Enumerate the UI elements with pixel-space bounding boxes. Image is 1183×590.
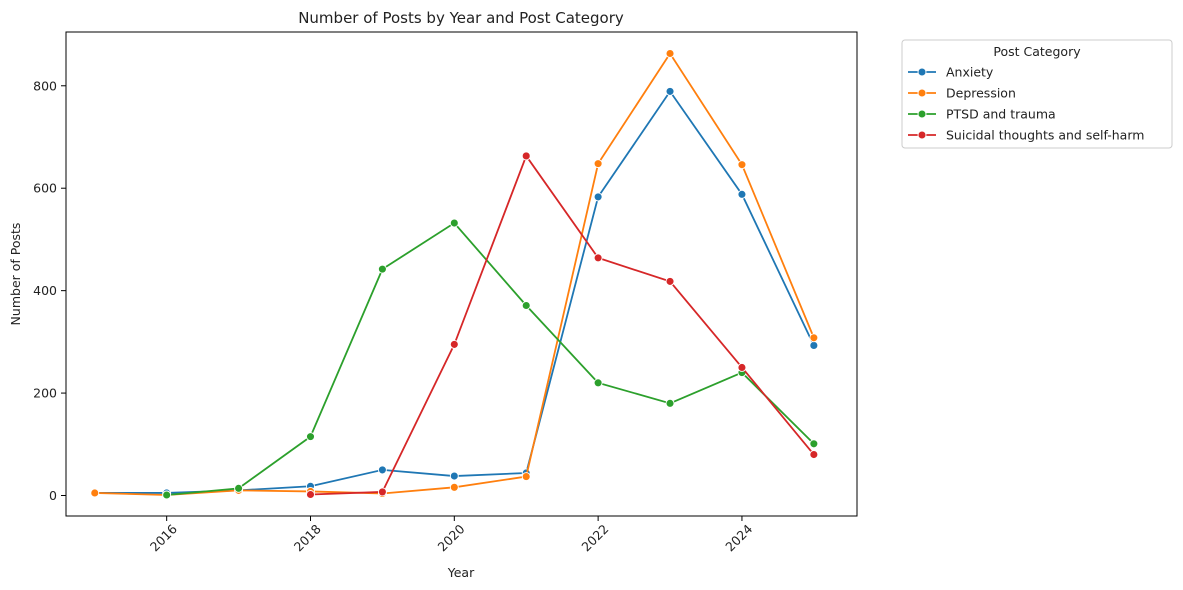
legend: Post Category Anxiety Depression PTSD and … — [901, 39, 1173, 149]
legend-item-ptsd-and-trauma: PTSD and trauma — [908, 107, 1056, 122]
series-ptsd-and-trauma — [162, 218, 819, 500]
legend-item-depression: Depression — [908, 86, 1016, 101]
data-point-suicidal-thoughts-and-self-harm — [593, 253, 603, 263]
legend-marker — [917, 130, 927, 140]
data-point-ptsd-and-trauma — [809, 439, 819, 449]
data-point-ptsd-and-trauma — [234, 483, 244, 493]
data-point-depression — [809, 333, 819, 343]
legend-label: Suicidal thoughts and self-harm — [946, 128, 1144, 143]
legend-label: Anxiety — [946, 65, 994, 80]
data-point-ptsd-and-trauma — [162, 490, 172, 500]
chart-title: Number of Posts by Year and Post Categor… — [298, 9, 624, 27]
data-point-ptsd-and-trauma — [449, 218, 459, 228]
legend-label: Depression — [946, 86, 1016, 101]
series-suicidal-thoughts-and-self-harm — [306, 151, 819, 499]
data-point-anxiety — [809, 340, 819, 350]
data-point-depression — [521, 472, 531, 482]
legend-marker — [917, 88, 927, 98]
series-layer — [90, 49, 819, 500]
y-tick-label: 600 — [33, 181, 57, 196]
x-axis-label: Year — [447, 565, 475, 580]
data-point-ptsd-and-trauma — [377, 264, 387, 274]
y-axis-label: Number of Posts — [8, 223, 23, 326]
data-point-ptsd-and-trauma — [665, 398, 675, 408]
data-point-suicidal-thoughts-and-self-harm — [665, 276, 675, 286]
legend-item-anxiety: Anxiety — [908, 65, 994, 80]
legend-item-suicidal-thoughts-and-self-harm: Suicidal thoughts and self-harm — [908, 128, 1144, 143]
data-point-suicidal-thoughts-and-self-harm — [449, 339, 459, 349]
legend-items: Anxiety Depression PTSD and trauma Suicidal… — [908, 65, 1144, 143]
legend-frame — [901, 39, 1173, 149]
y-tick-label: 400 — [33, 283, 57, 298]
legend-marker — [917, 109, 927, 119]
data-point-ptsd-and-trauma — [521, 301, 531, 310]
data-point-anxiety — [665, 86, 675, 96]
data-point-depression — [665, 49, 675, 58]
data-point-depression — [737, 160, 747, 170]
data-point-suicidal-thoughts-and-self-harm — [377, 487, 387, 497]
y-tick-label: 200 — [33, 386, 57, 401]
legend-label: PTSD and trauma — [946, 107, 1056, 122]
data-point-ptsd-and-trauma — [306, 432, 315, 442]
data-point-anxiety — [593, 192, 603, 202]
data-point-depression — [593, 159, 603, 169]
data-point-suicidal-thoughts-and-self-harm — [809, 450, 819, 459]
plot-area — [65, 31, 858, 517]
legend-title: Post Category — [993, 44, 1081, 59]
y-axis: 0 200 400 600 800 — [33, 78, 66, 503]
y-tick-label: 0 — [49, 488, 57, 503]
data-point-anxiety — [377, 465, 387, 475]
series-line-ptsd-and-trauma — [166, 221, 815, 496]
data-point-ptsd-and-trauma — [593, 378, 603, 388]
data-point-anxiety — [737, 189, 747, 199]
y-tick-label: 800 — [33, 78, 57, 93]
legend-marker — [917, 67, 927, 77]
series-line-suicidal-thoughts-and-self-harm — [310, 154, 815, 496]
data-point-depression — [449, 482, 459, 492]
data-point-suicidal-thoughts-and-self-harm — [737, 363, 747, 372]
data-point-suicidal-thoughts-and-self-harm — [306, 490, 315, 499]
data-point-anxiety — [449, 471, 459, 481]
data-point-suicidal-thoughts-and-self-harm — [521, 151, 531, 161]
data-point-depression — [90, 488, 100, 498]
